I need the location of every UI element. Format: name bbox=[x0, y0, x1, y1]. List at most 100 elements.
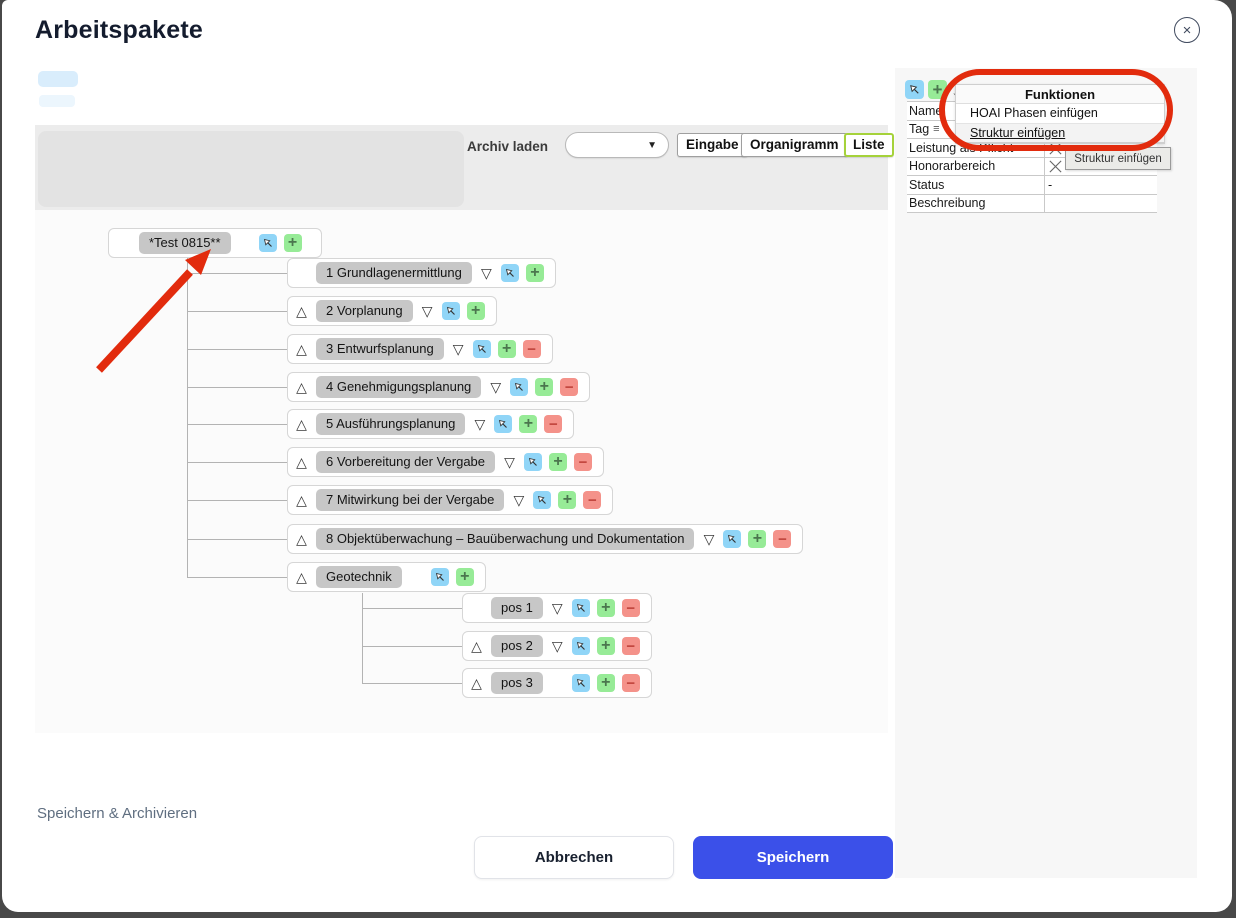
chevron-down-icon: ▼ bbox=[647, 139, 657, 151]
move-up-icon[interactable]: △ bbox=[296, 569, 307, 585]
add-node-icon[interactable]: + bbox=[455, 568, 474, 586]
loading-placeholder bbox=[38, 71, 78, 87]
select-cursor-icon[interactable] bbox=[500, 264, 519, 282]
tree-node[interactable]: △ 2 Vorplanung ▽ + bbox=[287, 296, 497, 326]
select-cursor-icon[interactable] bbox=[472, 340, 491, 358]
tree-node[interactable]: △ 5 Ausführungsplanung ▽ + − bbox=[287, 409, 575, 439]
node-label[interactable]: pos 3 bbox=[491, 672, 543, 694]
node-label[interactable]: 8 Objektüberwachung – Bauüberwachung und… bbox=[316, 528, 695, 550]
add-node-icon[interactable]: + bbox=[497, 340, 516, 358]
select-cursor-icon[interactable] bbox=[510, 378, 529, 396]
remove-node-icon[interactable]: − bbox=[560, 378, 579, 396]
add-node-icon[interactable]: + bbox=[283, 234, 302, 252]
archiv-dropdown[interactable]: ▼ bbox=[565, 132, 669, 158]
cancel-button[interactable]: Abbrechen bbox=[474, 836, 674, 879]
view-button-organigramm[interactable]: Organigramm bbox=[741, 133, 848, 157]
move-down-icon[interactable]: ▽ bbox=[703, 531, 715, 547]
add-node-icon[interactable]: + bbox=[535, 378, 554, 396]
select-cursor-icon[interactable] bbox=[571, 637, 590, 655]
select-cursor-icon[interactable] bbox=[533, 491, 552, 509]
add-node-icon[interactable]: + bbox=[466, 302, 485, 320]
remove-node-icon[interactable]: − bbox=[621, 599, 640, 617]
move-down-icon[interactable]: ▽ bbox=[490, 379, 502, 395]
tree-node[interactable]: △ 7 Mitwirkung bei der Vergabe ▽ + − bbox=[287, 485, 614, 515]
add-node-icon[interactable]: + bbox=[596, 674, 615, 692]
move-up-icon[interactable]: △ bbox=[296, 492, 307, 508]
remove-node-icon[interactable]: − bbox=[621, 674, 640, 692]
menu-item-hoai-phasen-einfuegen[interactable]: HOAI Phasen einfügen bbox=[956, 104, 1164, 124]
tree-node[interactable]: △ 6 Vorbereitung der Vergabe ▽ + − bbox=[287, 447, 605, 477]
tree-node-root[interactable]: *Test 0815** + bbox=[108, 228, 322, 258]
select-cursor-icon[interactable] bbox=[258, 234, 277, 252]
add-icon[interactable]: + bbox=[928, 80, 947, 99]
move-up-icon[interactable]: △ bbox=[296, 379, 307, 395]
tree-node[interactable]: △ 4 Genehmigungsplanung ▽ + − bbox=[287, 372, 591, 402]
move-down-icon[interactable]: ▽ bbox=[421, 303, 433, 319]
select-cursor-icon[interactable] bbox=[524, 453, 543, 471]
move-up-icon[interactable]: △ bbox=[296, 303, 307, 319]
node-label[interactable]: 4 Genehmigungsplanung bbox=[316, 376, 482, 398]
move-up-icon[interactable]: △ bbox=[296, 454, 307, 470]
node-label[interactable]: 5 Ausführungsplanung bbox=[316, 413, 466, 435]
add-node-icon[interactable]: + bbox=[748, 530, 767, 548]
add-node-icon[interactable]: + bbox=[519, 415, 538, 433]
move-up-icon[interactable]: △ bbox=[471, 675, 482, 691]
tree-connector bbox=[187, 577, 287, 578]
select-cursor-icon[interactable] bbox=[905, 80, 924, 99]
node-label[interactable]: Geotechnik bbox=[316, 566, 402, 588]
tree-node[interactable]: △ Geotechnik + bbox=[287, 562, 486, 592]
remove-node-icon[interactable]: − bbox=[621, 637, 640, 655]
tree-connector bbox=[187, 387, 287, 388]
remove-node-icon[interactable]: − bbox=[544, 415, 563, 433]
node-label[interactable]: 3 Entwurfsplanung bbox=[316, 338, 444, 360]
node-label[interactable]: 6 Vorbereitung der Vergabe bbox=[316, 451, 496, 473]
node-label[interactable]: pos 2 bbox=[491, 635, 543, 657]
select-cursor-icon[interactable] bbox=[441, 302, 460, 320]
add-node-icon[interactable]: + bbox=[549, 453, 568, 471]
select-cursor-icon[interactable] bbox=[571, 674, 590, 692]
move-down-icon[interactable]: ▽ bbox=[480, 265, 492, 281]
remove-node-icon[interactable]: − bbox=[583, 491, 602, 509]
tree-node[interactable]: △ pos 3 + − bbox=[462, 668, 652, 698]
tree-connector bbox=[187, 424, 287, 425]
tree-node[interactable]: △ pos 2 ▽ + − bbox=[462, 631, 652, 661]
move-down-icon[interactable]: ▽ bbox=[551, 600, 563, 616]
node-label[interactable]: 1 Grundlagenermittlung bbox=[316, 262, 472, 284]
archiv-laden-label: Archiv laden bbox=[467, 139, 549, 154]
tree-node[interactable]: pos 1 ▽ + − bbox=[462, 593, 652, 623]
menu-item-struktur-einfuegen[interactable]: Struktur einfügen bbox=[956, 123, 1164, 143]
speichern-archivieren-link[interactable]: Speichern & Archivieren bbox=[37, 805, 198, 822]
move-down-icon[interactable]: ▽ bbox=[551, 638, 563, 654]
move-up-icon[interactable]: △ bbox=[471, 638, 482, 654]
node-label[interactable]: 2 Vorplanung bbox=[316, 300, 413, 322]
add-node-icon[interactable]: + bbox=[596, 637, 615, 655]
tree-connector bbox=[187, 349, 287, 350]
node-label[interactable]: pos 1 bbox=[491, 597, 543, 619]
view-button-eingabe[interactable]: Eingabe bbox=[677, 133, 748, 157]
add-node-icon[interactable]: + bbox=[525, 264, 544, 282]
move-up-icon[interactable]: △ bbox=[296, 341, 307, 357]
remove-node-icon[interactable]: − bbox=[773, 530, 792, 548]
close-icon[interactable]: × bbox=[1174, 17, 1200, 43]
view-button-liste[interactable]: Liste bbox=[844, 133, 894, 157]
add-node-icon[interactable]: + bbox=[558, 491, 577, 509]
node-label[interactable]: 7 Mitwirkung bei der Vergabe bbox=[316, 489, 505, 511]
move-down-icon[interactable]: ▽ bbox=[504, 454, 515, 470]
remove-node-icon[interactable]: − bbox=[522, 340, 541, 358]
tree-node[interactable]: 1 Grundlagenermittlung ▽ + bbox=[287, 258, 556, 288]
add-node-icon[interactable]: + bbox=[596, 599, 615, 617]
node-label[interactable]: *Test 0815** bbox=[139, 232, 231, 254]
move-down-icon[interactable]: ▽ bbox=[452, 341, 464, 357]
tree-node[interactable]: △ 8 Objektüberwachung – Bauüberwachung u… bbox=[287, 524, 804, 554]
remove-node-icon[interactable]: − bbox=[574, 453, 593, 471]
save-button[interactable]: Speichern bbox=[693, 836, 893, 879]
move-down-icon[interactable]: ▽ bbox=[474, 416, 486, 432]
select-cursor-icon[interactable] bbox=[723, 530, 742, 548]
select-cursor-icon[interactable] bbox=[430, 568, 449, 586]
move-down-icon[interactable]: ▽ bbox=[513, 492, 525, 508]
select-cursor-icon[interactable] bbox=[494, 415, 513, 433]
move-up-icon[interactable]: △ bbox=[296, 416, 307, 432]
move-up-icon[interactable]: △ bbox=[296, 531, 307, 547]
tree-node[interactable]: △ 3 Entwurfsplanung ▽ + − bbox=[287, 334, 553, 364]
select-cursor-icon[interactable] bbox=[571, 599, 590, 617]
